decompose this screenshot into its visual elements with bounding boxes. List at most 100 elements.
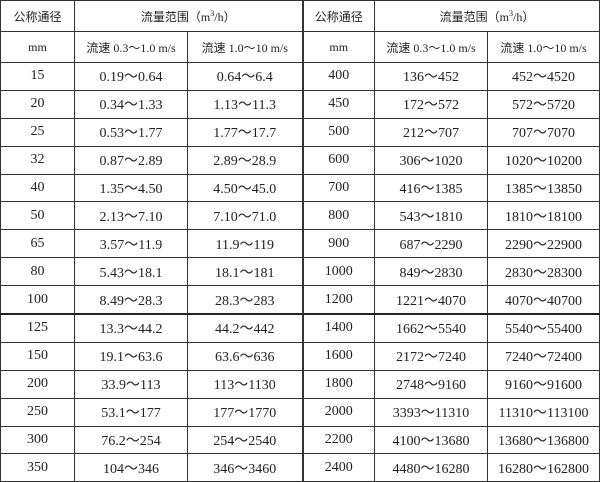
flow-label: 流量范围（m bbox=[439, 9, 509, 24]
dn-left: 350 bbox=[0, 453, 75, 482]
dn-left: 200 bbox=[0, 369, 75, 399]
speed-high-left: 流速 1.0～10 m/s bbox=[187, 31, 304, 63]
flow-high-left: 44.2～442 bbox=[187, 313, 304, 343]
flow-high-left: 1.77～17.7 bbox=[187, 117, 304, 147]
flow-low-left: 5.43～18.1 bbox=[74, 257, 188, 287]
dn-right: 800 bbox=[302, 201, 375, 231]
dn-left: 20 bbox=[0, 89, 75, 119]
flow-header-right: 流量范围（m3/h） bbox=[374, 0, 600, 32]
flow-high-left: 28.3～283 bbox=[187, 285, 304, 315]
table-row: 125 13.3～44.2 44.2～442 1400 1662～5540 5540～55… bbox=[0, 313, 600, 343]
table-row: 200 33.9～113 113～1130 1800 2748～9160 9160～916… bbox=[0, 369, 600, 399]
flow-low-right: 849～2830 bbox=[374, 257, 488, 287]
header-row-2: mm 流速 0.3～1.0 m/s 流速 1.0～10 m/s mm 流速 0.… bbox=[0, 31, 600, 63]
unit-tail: /h） bbox=[513, 9, 535, 24]
header-row-1: 公称通径 流量范围（m3/h） 公称通径 流量范围（m3/h） bbox=[0, 0, 600, 32]
flow-low-right: 136～452 bbox=[374, 62, 488, 91]
flow-high-right: 13680～136800 bbox=[487, 425, 600, 455]
flow-high-left: 63.6～636 bbox=[187, 341, 304, 371]
unit-mm-right: mm bbox=[302, 31, 375, 63]
flow-high-right: 4070～40700 bbox=[487, 285, 600, 315]
flow-low-right: 543～1810 bbox=[374, 201, 488, 231]
flow-high-right: 2830～28300 bbox=[487, 257, 600, 287]
dn-left: 125 bbox=[0, 313, 75, 343]
flow-high-right: 11310～113100 bbox=[487, 397, 600, 427]
flow-low-left: 2.13～7.10 bbox=[74, 201, 188, 231]
dn-right: 1000 bbox=[302, 257, 375, 287]
flow-low-left: 0.53～1.77 bbox=[74, 117, 188, 147]
table-row: 40 1.35～4.50 4.50～45.0 700 416～1385 1385～1385… bbox=[0, 173, 600, 203]
table-row: 250 53.1～177 177～1770 2000 3393～11310 11310～1… bbox=[0, 397, 600, 427]
flow-low-right: 2172～7240 bbox=[374, 341, 488, 371]
flow-low-right: 2748～9160 bbox=[374, 369, 488, 399]
flow-low-left: 0.87～2.89 bbox=[74, 145, 188, 175]
flow-high-left: 254～2540 bbox=[187, 425, 304, 455]
table-row: 350 104～346 346～3460 2400 4480～16280 16280～16… bbox=[0, 453, 600, 482]
dn-left: 250 bbox=[0, 397, 75, 427]
dn-right: 450 bbox=[302, 89, 375, 119]
speed-low-right: 流速 0.3～1.0 m/s bbox=[374, 31, 488, 63]
table-row: 150 19.1～63.6 63.6～636 1600 2172～7240 7240～72… bbox=[0, 341, 600, 371]
dn-left: 40 bbox=[0, 173, 75, 203]
dn-header-right: 公称通径 bbox=[302, 0, 375, 32]
dn-right: 900 bbox=[302, 229, 375, 259]
table-row: 25 0.53～1.77 1.77～17.7 500 212～707 707～7070 bbox=[0, 117, 600, 147]
dn-right: 700 bbox=[302, 173, 375, 203]
flow-high-right: 452～4520 bbox=[487, 62, 600, 91]
dn-left: 100 bbox=[0, 285, 75, 315]
flow-low-left: 104～346 bbox=[74, 453, 188, 482]
dn-header-left: 公称通径 bbox=[0, 0, 75, 32]
dn-right: 2000 bbox=[302, 397, 375, 427]
flow-low-right: 416～1385 bbox=[374, 173, 488, 203]
flow-high-left: 346～3460 bbox=[187, 453, 304, 482]
flow-low-right: 4100～13680 bbox=[374, 425, 488, 455]
flow-low-left: 0.34～1.33 bbox=[74, 89, 188, 119]
dn-right: 1600 bbox=[302, 341, 375, 371]
flow-high-right: 2290～22900 bbox=[487, 229, 600, 259]
unit-sup: 3 bbox=[509, 8, 513, 18]
flow-low-right: 306～1020 bbox=[374, 145, 488, 175]
flow-low-left: 19.1～63.6 bbox=[74, 341, 188, 371]
dn-left: 50 bbox=[0, 201, 75, 231]
dn-right: 500 bbox=[302, 117, 375, 147]
dn-right: 1400 bbox=[302, 313, 375, 343]
flow-low-left: 53.1～177 bbox=[74, 397, 188, 427]
flow-low-right: 172～572 bbox=[374, 89, 488, 119]
flow-low-left: 8.49～28.3 bbox=[74, 285, 188, 315]
dn-left: 15 bbox=[0, 62, 75, 91]
unit-tail: /h） bbox=[214, 9, 236, 24]
flow-high-right: 1385～13850 bbox=[487, 173, 600, 203]
flow-high-right: 5540～55400 bbox=[487, 313, 600, 343]
dn-right: 1800 bbox=[302, 369, 375, 399]
flow-low-left: 76.2～254 bbox=[74, 425, 188, 455]
flow-high-right: 707～7070 bbox=[487, 117, 600, 147]
flow-high-left: 113～1130 bbox=[187, 369, 304, 399]
flow-header-left: 流量范围（m3/h） bbox=[74, 0, 304, 32]
dn-right: 600 bbox=[302, 145, 375, 175]
dn-right: 400 bbox=[302, 62, 375, 91]
flow-high-right: 16280～162800 bbox=[487, 453, 600, 482]
flow-low-left: 1.35～4.50 bbox=[74, 173, 188, 203]
flow-high-right: 572～5720 bbox=[487, 89, 600, 119]
dn-left: 150 bbox=[0, 341, 75, 371]
table-row: 100 8.49～28.3 28.3～283 1200 1221～4070 4070～40… bbox=[0, 285, 600, 315]
flow-low-right: 1662～5540 bbox=[374, 313, 488, 343]
flow-low-right: 3393～11310 bbox=[374, 397, 488, 427]
flow-high-right: 1810～18100 bbox=[487, 201, 600, 231]
table-row: 50 2.13～7.10 7.10～71.0 800 543～1810 1810～1810… bbox=[0, 201, 600, 231]
table-row: 20 0.34～1.33 1.13～11.3 450 172～572 572～5720 bbox=[0, 89, 600, 119]
table-row: 65 3.57～11.9 11.9～119 900 687～2290 2290～22900 bbox=[0, 229, 600, 259]
flow-low-left: 33.9～113 bbox=[74, 369, 188, 399]
speed-high-right: 流速 1.0～10 m/s bbox=[487, 31, 600, 63]
flow-high-right: 9160～91600 bbox=[487, 369, 600, 399]
table-row: 300 76.2～254 254～2540 2200 4100～13680 13680～1… bbox=[0, 425, 600, 455]
flow-high-right: 7240～72400 bbox=[487, 341, 600, 371]
flow-high-left: 2.89～28.9 bbox=[187, 145, 304, 175]
dn-right: 1200 bbox=[302, 285, 375, 315]
flow-low-right: 687～2290 bbox=[374, 229, 488, 259]
dn-left: 25 bbox=[0, 117, 75, 147]
flow-label: 流量范围（m bbox=[140, 9, 211, 24]
dn-right: 2200 bbox=[302, 425, 375, 455]
dn-left: 32 bbox=[0, 145, 75, 175]
